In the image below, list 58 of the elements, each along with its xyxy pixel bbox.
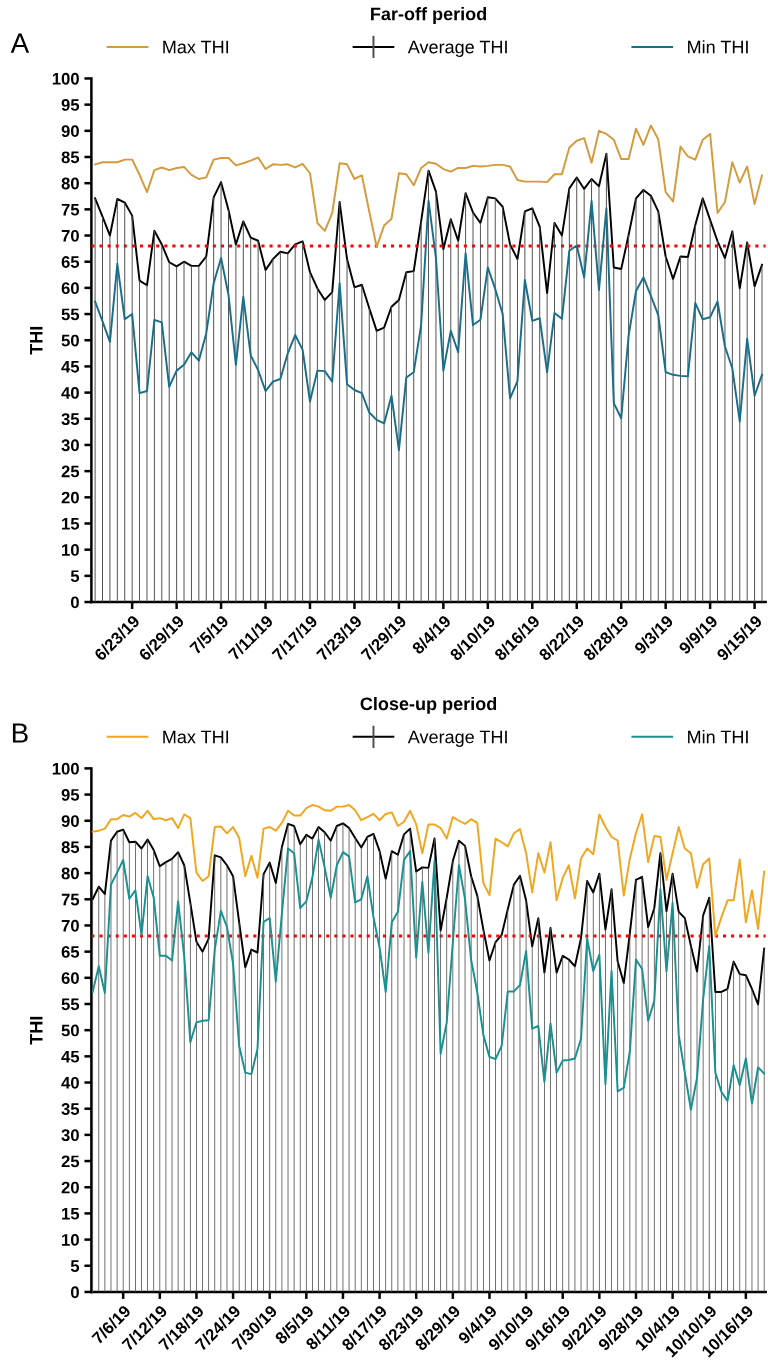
y-tick-label: 100 [52,762,79,775]
chart-title: Close-up period [360,696,497,714]
legend-label: Average THI [407,730,507,747]
y-tick-label: 60 [61,972,79,985]
y-tick-label: 45 [61,1050,80,1063]
y-tick-label: 20 [61,491,79,504]
chart-title: Far-off period [371,7,487,24]
legend-label: Min THI [688,730,748,744]
y-tick-label: 75 [61,893,80,906]
y-tick-label: 30 [61,439,79,452]
y-tick-label: 90 [61,125,79,138]
y-tick-label: 0 [70,1286,79,1299]
y-tick-label: 15 [62,1207,80,1220]
y-tick-label: 100 [52,72,79,85]
y-tick-label: 55 [61,308,80,321]
y-tick-label: 20 [61,1181,79,1194]
line-series [91,838,766,1111]
y-tick-label: 65 [61,946,80,958]
line-series [94,124,763,249]
y-tick-label: 5 [70,1260,80,1272]
y-tick-label: 90 [61,815,79,827]
line-series [94,200,763,452]
text: A [10,33,30,53]
y-tick-label: 10 [62,544,79,556]
y-tick-label: 30 [61,1129,79,1142]
y-tick-label: 0 [70,596,79,609]
y-tick-label: 95 [61,99,80,111]
y-tick-label: 85 [61,151,80,164]
legend-label: Max THI [163,40,229,54]
y-tick-label: 10 [62,1234,79,1246]
y-tick-label: 70 [61,229,79,242]
y-tick-label: 50 [61,1024,79,1037]
y-tick-label: 25 [61,465,80,478]
y-tick-label: 15 [62,518,80,530]
y-tick-label: 60 [61,282,79,295]
y-axis-title: THI [30,1016,43,1045]
y-tick-label: 80 [61,867,79,880]
y-tick-label: 35 [61,1103,80,1115]
y-tick-label: 65 [61,256,80,268]
y-tick-label: 45 [61,361,80,373]
y-tick-label: 95 [61,788,80,801]
y-tick-label: 40 [61,387,79,399]
y-tick-label: 55 [61,998,80,1011]
y-tick-label: 25 [61,1155,80,1168]
y-tick-label: 75 [61,203,80,216]
legend-label: Min THI [688,40,748,54]
line-series [91,804,766,937]
y-tick-label: 35 [61,413,80,426]
y-axis-title: THI [30,326,43,355]
legend-label: Max THI [163,730,229,744]
y-tick-label: 70 [61,919,79,932]
y-tick-label: 5 [70,570,80,583]
text: B [12,723,28,743]
y-tick-label: 80 [61,177,79,190]
y-tick-label: 40 [61,1076,79,1089]
y-tick-label: 50 [61,334,79,347]
legend-label: Average THI [407,40,507,57]
y-tick-label: 85 [61,841,80,854]
